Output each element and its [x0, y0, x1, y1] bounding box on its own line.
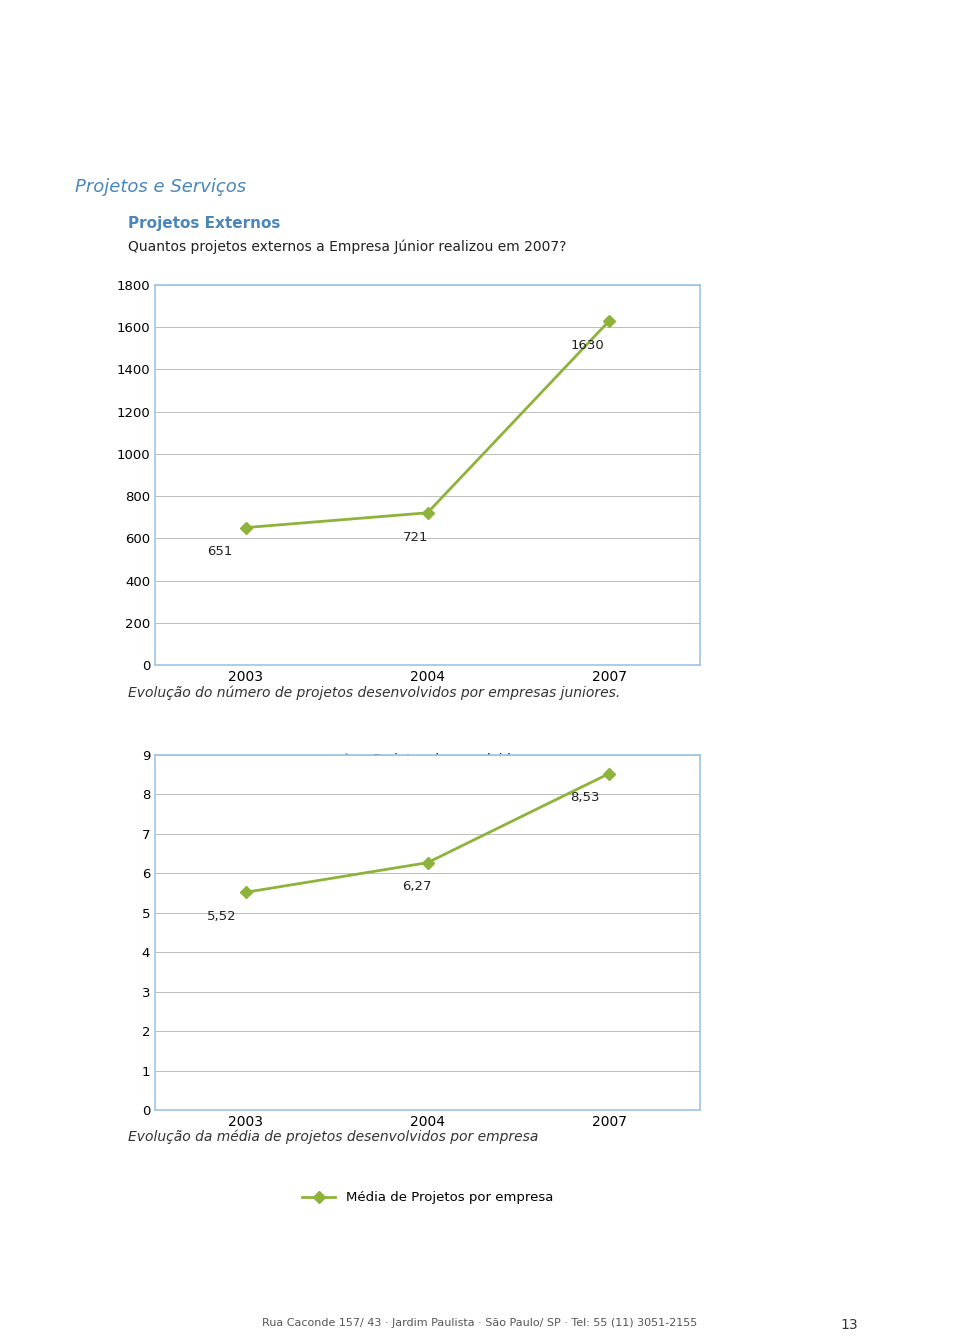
Text: 6,27: 6,27: [402, 881, 432, 893]
Legend: Projetos desenvolvidos: Projetos desenvolvidos: [324, 748, 531, 771]
Text: Evolução da média de projetos desenvolvidos por empresa: Evolução da média de projetos desenvolvi…: [128, 1130, 539, 1144]
Text: 5,52: 5,52: [207, 911, 236, 923]
Text: Projetos e Serviços: Projetos e Serviços: [75, 178, 246, 196]
Text: 651: 651: [207, 546, 232, 558]
Text: 13: 13: [840, 1318, 857, 1332]
Legend: Média de Projetos por empresa: Média de Projetos por empresa: [297, 1185, 558, 1210]
Text: 1630: 1630: [570, 339, 604, 351]
Text: Projetos Externos: Projetos Externos: [128, 216, 280, 231]
Text: 721: 721: [402, 531, 428, 543]
Text: Quantos projetos externos a Empresa Júnior realizou em 2007?: Quantos projetos externos a Empresa Júni…: [128, 240, 566, 255]
Text: Evolução do número de projetos desenvolvidos por empresas juniores.: Evolução do número de projetos desenvolv…: [128, 687, 620, 700]
Text: Rua Caconde 157/ 43 · Jardim Paulista · São Paulo/ SP · Tel: 55 (11) 3051-2155: Rua Caconde 157/ 43 · Jardim Paulista · …: [262, 1318, 698, 1328]
Text: 8,53: 8,53: [570, 791, 600, 805]
